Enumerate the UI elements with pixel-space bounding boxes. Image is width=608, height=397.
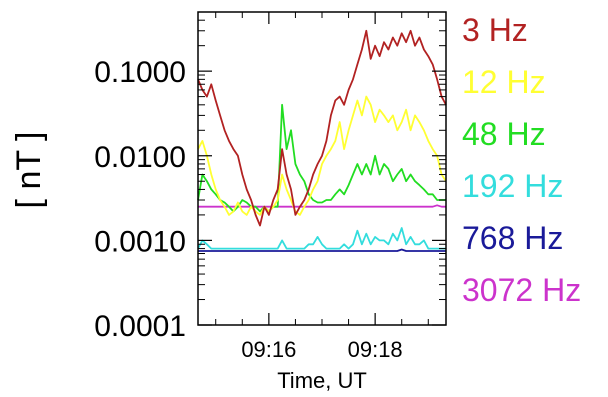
y-tick-label: 0.0100 — [94, 141, 186, 174]
series-layer — [197, 29, 447, 252]
series-line-768-hz — [198, 248, 446, 252]
x-tick-label: 09:18 — [348, 337, 403, 362]
legend-entry-192-hz: 192 Hz — [462, 168, 563, 204]
y-tick-label: 0.0010 — [94, 225, 186, 258]
x-tick-label: 09:16 — [241, 337, 296, 362]
legend-entry-768-hz: 768 Hz — [462, 220, 563, 256]
legend: 3 Hz 12 Hz 48 Hz 192 Hz 768 Hz 3072 Hz — [462, 12, 581, 308]
ticks-layer — [198, 12, 446, 326]
y-axis-label: [ nT ] — [10, 132, 48, 209]
x-axis-label: Time, UT — [277, 368, 367, 392]
y-tick-label: 0.1000 — [94, 56, 186, 89]
series-line-3-hz — [197, 29, 447, 227]
legend-entry-12-hz: 12 Hz — [462, 64, 546, 100]
series-line-192-hz — [197, 227, 446, 250]
legend-entry-3-hz: 3 Hz — [462, 12, 528, 48]
plot-frame — [197, 11, 447, 326]
legend-entry-48-hz: 48 Hz — [462, 116, 546, 152]
series-line-12-hz — [197, 95, 447, 216]
y-tick-label: 0.0001 — [94, 310, 186, 343]
legend-entry-3072-hz: 3072 Hz — [462, 272, 581, 308]
labels-layer: 0.1000 0.0100 0.0010 0.0001 09:16 09:18 — [94, 56, 402, 362]
